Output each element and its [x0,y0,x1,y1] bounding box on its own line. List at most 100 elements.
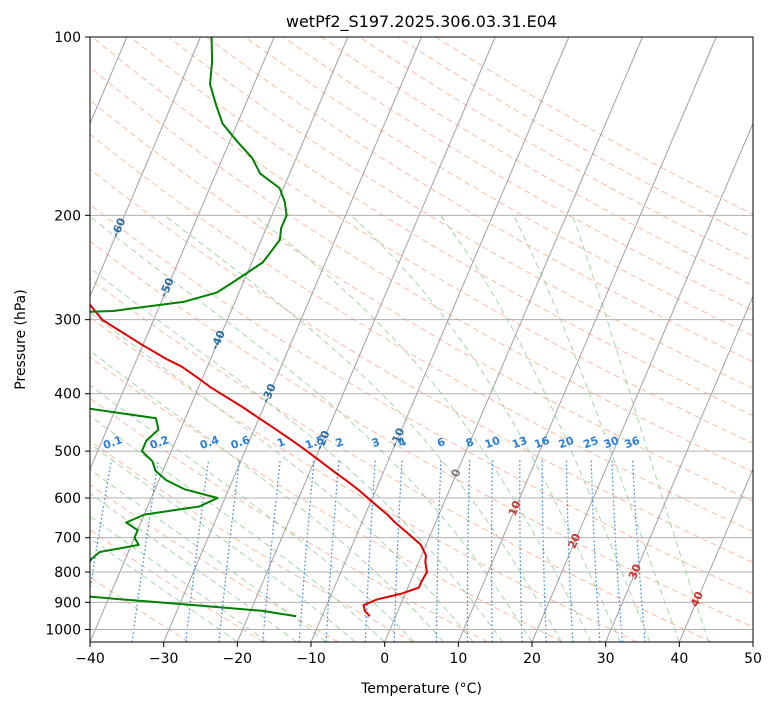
mixing-ratio-label: 1.5 [303,433,326,452]
y-tick-label: 400 [54,387,81,403]
x-axis-label: Temperature (°C) [360,681,482,697]
mixing-ratio-line [393,460,403,642]
dry-adiabat-line [90,316,638,642]
x-tick-label: 0 [380,651,389,667]
y-tick-label: 900 [54,595,81,611]
isobar-grid [90,37,753,630]
moist-adiabat-line [90,492,297,642]
dry-adiabat-line [91,37,753,445]
x-tick-label: 40 [670,651,688,667]
annotations: -100-90-80-70-60-50-40-30-20-10010203040… [0,129,706,609]
moist-adiabat-line [572,215,710,642]
x-axis: −40 −30 −20 −10 0 10 20 30 40 50 [75,642,762,667]
moist-adiabat-line [90,384,415,642]
isotherm-line [163,37,422,642]
mixing-ratio-line [185,460,210,642]
dry-adiabat-line [90,133,753,533]
isotherm-line [384,37,643,642]
isotherm-line [457,37,717,642]
moist-adiabat-line [90,443,356,642]
dry-adiabat-line [90,440,414,642]
moist-adiabat-line [90,468,327,642]
dry-adiabat-line [168,37,753,389]
y-tick-label: 100 [54,30,81,46]
dewpoint-line [90,37,297,618]
isotherm-label: 0 [449,467,464,479]
y-axis: 100 200 300 400 500 600 700 800 900 1000 [45,30,90,638]
x-tick-label: 50 [744,651,762,667]
mixing-ratio-line [218,460,240,642]
mixing-ratio-line [90,460,112,594]
mixing-ratio-line [632,460,646,642]
background-lines [90,37,753,642]
dry-adiabat-line [90,240,753,628]
isotherm-line [605,295,753,642]
isotherm-line [310,37,570,642]
mixing-ratio-label: 36 [623,434,642,452]
isotherm-line [752,640,753,642]
dry-adiabat-line [244,37,753,337]
mixing-ratio-label: 0.6 [229,433,252,452]
dry-adiabat-line [359,37,753,262]
isotherm-label: -70 [55,169,75,193]
isotherm-label: -40 [208,328,228,352]
dry-adiabat-line [90,168,753,563]
isotherm-label: -80 [0,129,18,153]
dry-adiabat-line [130,37,753,417]
mixing-ratio-label: 16 [533,434,552,452]
isotherm-line [531,122,753,642]
isotherm-line [90,37,201,298]
mixing-ratio-line [262,460,281,642]
moist-adiabat-line [90,537,238,642]
mixing-ratio-label: 20 [557,434,576,452]
mixing-ratio-label: 8 [464,435,476,450]
chart-title: wetPf2_S197.2025.306.03.31.E04 [286,12,557,32]
dry-adiabat-line [90,397,488,642]
x-tick-label: 20 [523,651,541,667]
dry-adiabat-line [90,66,753,473]
isotherm-line [678,467,753,642]
dry-adiabat-line [282,37,753,312]
y-tick-label: 500 [54,444,81,460]
isotherm-line [90,37,349,642]
y-tick-label: 700 [54,531,81,547]
temperature-line [90,303,429,617]
plot-frame [89,36,754,643]
mixing-ratio-label: 2 [334,435,346,450]
series-layer [90,37,429,618]
y-tick-label: 800 [54,565,81,581]
moist-adiabat-line [440,215,651,642]
mixing-ratio-line [435,460,442,642]
isotherm-label: 20 [565,531,583,550]
isotherm-label: -30 [259,381,279,405]
isotherm-line [90,37,275,471]
moist-adiabat-line [350,214,621,642]
moist-adiabat-line [90,515,268,642]
mixing-ratio-label: 10 [483,434,502,452]
isotherm-label: 10 [506,498,524,517]
mixing-ratio-line [565,460,574,642]
dry-adiabat-line [90,203,753,595]
x-tick-label: 10 [449,651,467,667]
moist-adiabat-line [90,215,533,642]
y-tick-label: 200 [54,208,81,224]
dry-adiabat-line [435,37,753,215]
moist-adiabat-line [90,311,474,642]
isotherm-label: 40 [688,589,706,608]
mixing-ratio-label: 30 [602,434,621,452]
mixing-ratio-line [490,460,494,642]
mixing-ratio-label: 0.4 [198,433,221,452]
moist-adiabat-line [90,415,386,642]
y-tick-label: 1000 [45,622,81,638]
mixing-ratio-label: 3 [370,435,382,450]
moist-adiabat-line [90,267,503,642]
mixing-ratio-line [325,460,340,642]
mixing-ratio-label: 4 [397,435,409,450]
moist-adiabat-line [253,214,592,642]
y-tick-label: 600 [54,491,81,507]
mixing-ratio-line [298,460,315,642]
mixing-ratio-label: 0.1 [101,433,124,452]
mixing-ratio-line [364,460,376,642]
x-tick-label: −10 [296,651,326,667]
